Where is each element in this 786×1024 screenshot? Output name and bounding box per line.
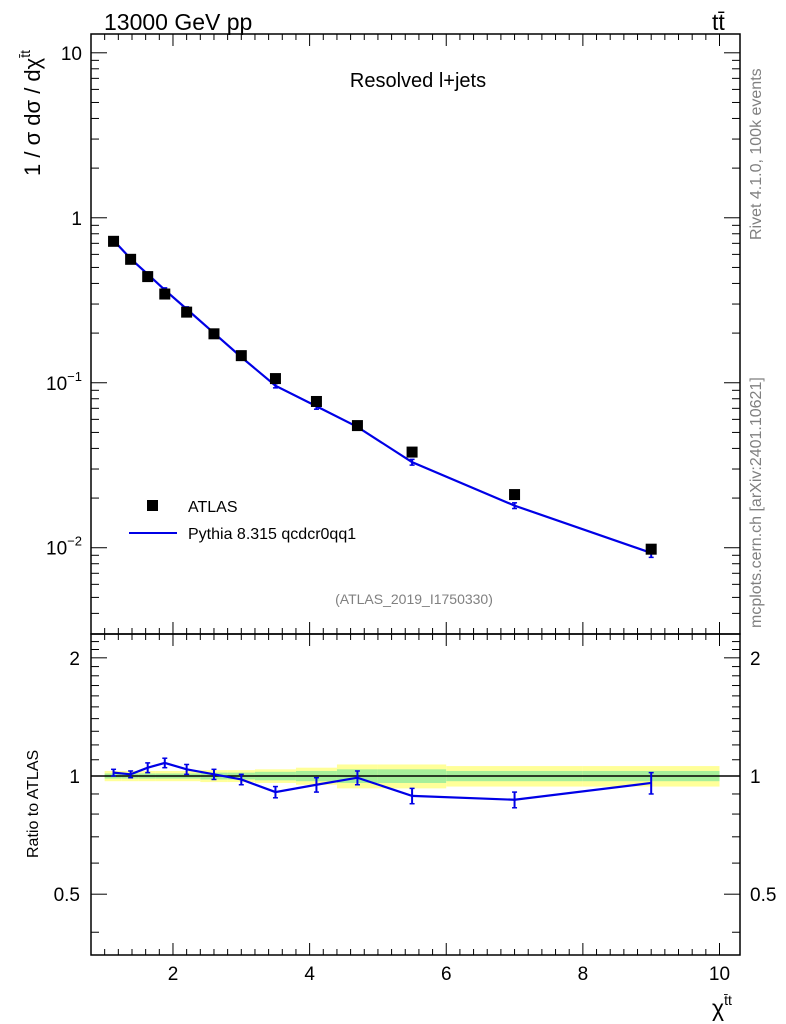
y-tick-label: 10−2 bbox=[46, 534, 82, 560]
ratio-plot-frame bbox=[90, 633, 741, 956]
ratio-y-tick-label: 0.5 bbox=[54, 885, 80, 906]
atlas-data-point bbox=[235, 350, 247, 362]
ratio-plot bbox=[91, 757, 740, 809]
header-process-base: t bbox=[712, 9, 719, 35]
x-axis-label: χt̄t bbox=[712, 992, 732, 1021]
ratio-y-tick-label: 2 bbox=[69, 649, 80, 670]
legend-marker-atlas bbox=[147, 500, 158, 511]
atlas-data-point bbox=[125, 253, 137, 265]
atlas-data-point bbox=[645, 543, 657, 555]
legend-label-pythia: Pythia 8.315 qcdcr0qq1 bbox=[188, 526, 356, 543]
x-tick-label: 4 bbox=[304, 964, 315, 985]
y-tick-label-base: 10 bbox=[61, 44, 82, 65]
ratio-y-tick-label-right: 2 bbox=[750, 649, 761, 670]
y-axis-label: 1 / σ dσ / dχt̄t bbox=[17, 50, 45, 176]
atlas-data-point bbox=[159, 288, 171, 300]
atlas-data-point bbox=[142, 271, 154, 283]
ratio-y-tick-label-right: 0.5 bbox=[750, 885, 776, 906]
atlas-data-point bbox=[208, 328, 220, 340]
ratio-y-axis-label: Ratio to ATLAS bbox=[25, 750, 42, 858]
x-tick-label: 8 bbox=[578, 964, 589, 985]
x-tick-label: 6 bbox=[441, 964, 452, 985]
header-energy-label: 13000 GeV pp bbox=[104, 9, 252, 35]
y-tick-label: 10 bbox=[61, 44, 82, 65]
ratio-y-tick-label-right: 1 bbox=[750, 767, 761, 788]
legend-label-atlas: ATLAS bbox=[188, 499, 238, 516]
x-axis-label-main: χ bbox=[712, 995, 724, 1021]
atlas-data-point bbox=[108, 235, 120, 247]
ratio-y-tick-label: 1 bbox=[69, 767, 80, 788]
atlas-data-point bbox=[310, 395, 322, 407]
atlas-data-point bbox=[406, 446, 418, 458]
main-plot bbox=[108, 235, 657, 559]
atlas-data-point bbox=[509, 489, 521, 501]
y-tick-label-base: 10 bbox=[46, 539, 67, 560]
main-plot-frame bbox=[90, 33, 741, 635]
atlas-data-point bbox=[181, 306, 193, 318]
header-process-label: tt̄ bbox=[712, 9, 725, 35]
rivet-version-label: Rivet 4.1.0, 100k events bbox=[748, 68, 765, 240]
chart-title: Resolved l+jets bbox=[350, 70, 486, 92]
source-label: mcplots.cern.ch [arXiv:2401.10621] bbox=[748, 377, 765, 628]
atlas-data-point bbox=[351, 420, 363, 432]
legend: ATLAS Pythia 8.315 qcdcr0qq1 bbox=[129, 499, 356, 543]
y-axis-label-sup: t̄t bbox=[17, 50, 33, 58]
x-tick-label: 2 bbox=[168, 964, 179, 985]
y-tick-label-base: 10 bbox=[46, 374, 67, 395]
x-tick-label: 10 bbox=[709, 964, 730, 985]
y-axis-label-main: 1 / σ dσ / dχ bbox=[20, 57, 45, 176]
y-tick-label-base: 1 bbox=[71, 209, 82, 230]
x-axis-label-sup: t̄t bbox=[724, 992, 732, 1008]
y-tick-label-exponent: −1 bbox=[67, 369, 82, 384]
atlas-data-point bbox=[269, 373, 281, 385]
y-tick-label: 10−1 bbox=[46, 369, 82, 395]
analysis-tag: (ATLAS_2019_I1750330) bbox=[335, 591, 493, 607]
header-process-bar: t̄ bbox=[717, 9, 725, 35]
y-tick-label: 1 bbox=[71, 209, 82, 230]
y-tick-label-exponent: −2 bbox=[67, 534, 82, 549]
